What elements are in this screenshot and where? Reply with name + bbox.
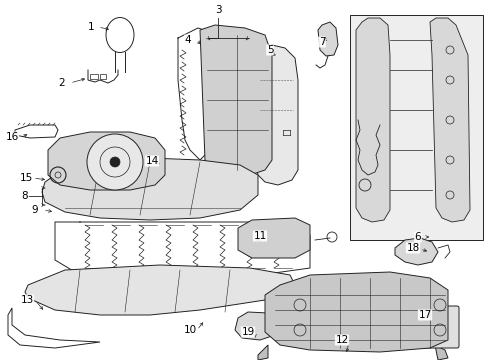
Text: 3: 3 [214, 5, 221, 15]
Polygon shape [238, 218, 309, 258]
Bar [90, 74, 98, 79]
Text: 7: 7 [318, 37, 325, 47]
Text: 2: 2 [59, 78, 65, 88]
Polygon shape [394, 238, 437, 265]
FancyBboxPatch shape [349, 15, 482, 240]
Text: 5: 5 [266, 45, 273, 55]
Polygon shape [48, 132, 164, 190]
Polygon shape [42, 158, 258, 220]
Text: 12: 12 [335, 335, 348, 345]
Polygon shape [258, 345, 267, 360]
Polygon shape [200, 25, 271, 175]
Text: 9: 9 [32, 205, 38, 215]
Polygon shape [25, 265, 294, 315]
Polygon shape [434, 345, 447, 360]
Text: 10: 10 [183, 325, 196, 335]
Text: 4: 4 [184, 35, 191, 45]
Text: 19: 19 [241, 327, 254, 337]
FancyBboxPatch shape [402, 306, 458, 348]
Text: 6: 6 [414, 232, 421, 242]
Text: 1: 1 [87, 22, 94, 32]
Polygon shape [264, 272, 447, 352]
Circle shape [110, 157, 120, 167]
Polygon shape [355, 18, 389, 222]
Polygon shape [429, 18, 469, 222]
Circle shape [87, 134, 142, 190]
Text: 8: 8 [21, 191, 28, 201]
Text: 13: 13 [20, 295, 34, 305]
Bar [100, 74, 106, 79]
Text: 11: 11 [253, 231, 266, 241]
Polygon shape [235, 312, 278, 340]
Text: 18: 18 [406, 243, 419, 253]
Text: 14: 14 [145, 156, 158, 166]
Text: 17: 17 [418, 310, 431, 320]
Polygon shape [254, 45, 297, 185]
Text: 15: 15 [20, 173, 33, 183]
Text: 16: 16 [5, 132, 19, 142]
Polygon shape [317, 22, 337, 56]
